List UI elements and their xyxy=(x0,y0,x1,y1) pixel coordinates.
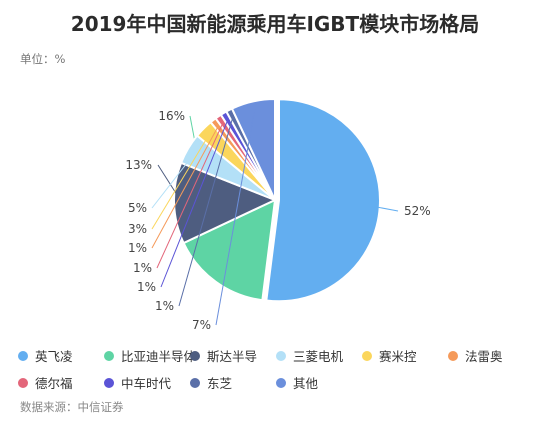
legend-item-3[interactable]: 斯达半导 xyxy=(190,346,276,365)
legend-label: 斯达半导 xyxy=(207,349,258,364)
leader-line-6 xyxy=(151,126,219,249)
legend-marker-icon xyxy=(104,350,114,361)
legend-label: 东芝 xyxy=(207,376,233,391)
pie-chart: 52% 16% 13% 5% 3% 1% 1% 1% 1% 7% xyxy=(125,97,431,332)
chart-title: 2019年中国新能源乘用车IGBT模块市场格局 xyxy=(70,12,480,36)
data-source: 数据来源：中信证券 xyxy=(20,400,124,414)
data-label-8: 1% xyxy=(137,280,156,294)
data-label-9: 1% xyxy=(155,299,174,313)
legend-marker-icon xyxy=(276,350,286,361)
legend-item-4[interactable]: 三菱电机 xyxy=(276,346,362,365)
legend-item-6[interactable]: 法雷奥 xyxy=(448,346,534,365)
legend-item-9[interactable]: 东芝 xyxy=(190,373,276,392)
legend-label: 法雷奥 xyxy=(465,349,503,364)
data-label-1: 52% xyxy=(404,204,431,218)
legend-item-5[interactable]: 赛米控 xyxy=(362,346,448,365)
legend-item-7[interactable]: 德尔福 xyxy=(18,373,104,392)
pie-slice-10 xyxy=(230,97,276,201)
legend-marker-icon xyxy=(276,377,286,388)
legend-marker-icon xyxy=(18,377,28,388)
chart-legend: 英飞凌 比亚迪半导体 斯达半导 三菱电机 赛米控 法雷奥德尔福 中车时代 东芝 其他 xyxy=(18,346,538,392)
legend-marker-icon xyxy=(104,377,114,388)
legend-label: 其他 xyxy=(293,376,319,391)
legend-marker-icon xyxy=(190,350,200,361)
leader-line-5 xyxy=(151,134,210,230)
legend-label: 德尔福 xyxy=(35,376,73,391)
unit-label: 单位：% xyxy=(20,52,66,66)
pie-slice-1 xyxy=(265,98,381,303)
legend-marker-icon xyxy=(362,350,372,361)
legend-item-1[interactable]: 英飞凌 xyxy=(18,346,104,365)
data-label-2: 16% xyxy=(158,109,185,123)
legend-label: 赛米控 xyxy=(379,349,417,364)
data-label-3: 13% xyxy=(125,158,152,172)
legend-label: 中车时代 xyxy=(121,376,172,391)
legend-item-8[interactable]: 中车时代 xyxy=(104,373,190,392)
data-label-4: 5% xyxy=(128,201,147,215)
data-label-5: 3% xyxy=(128,222,147,236)
legend-marker-icon xyxy=(448,350,458,361)
legend-item-10[interactable]: 其他 xyxy=(276,373,362,392)
legend-label: 比亚迪半导体 xyxy=(121,349,197,364)
legend-label: 英飞凌 xyxy=(35,349,73,364)
leader-line-7 xyxy=(156,122,224,269)
legend-item-2[interactable]: 比亚迪半导体 xyxy=(104,346,196,365)
leader-line-1 xyxy=(371,205,399,212)
leader-line-9 xyxy=(178,117,234,307)
leader-line-8 xyxy=(160,119,229,288)
data-label-7: 1% xyxy=(133,261,152,275)
pie-slice-3 xyxy=(173,161,278,245)
leader-line-10 xyxy=(215,109,256,326)
data-label-10: 7% xyxy=(192,318,211,332)
leader-line-4 xyxy=(151,152,196,209)
leader-line-3 xyxy=(157,164,183,204)
legend-label: 三菱电机 xyxy=(293,349,344,364)
legend-marker-icon xyxy=(190,377,200,388)
legend-marker-icon xyxy=(18,350,28,361)
data-label-6: 1% xyxy=(128,241,147,255)
